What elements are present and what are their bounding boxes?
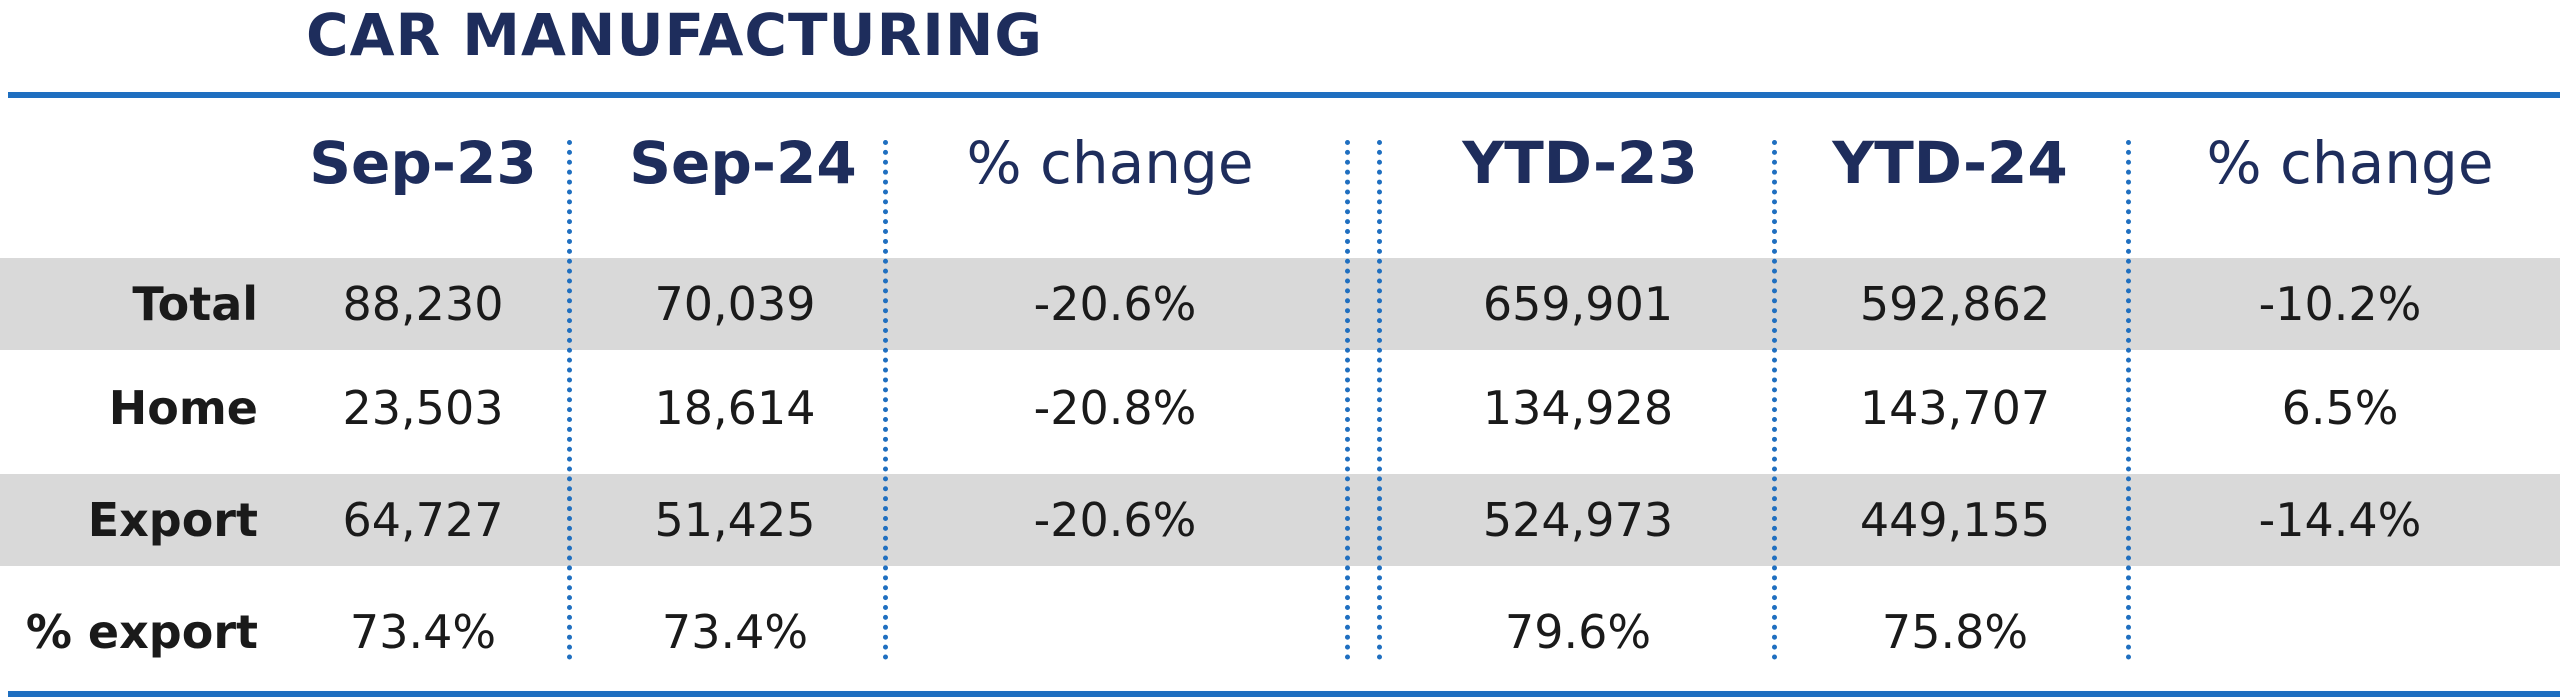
chart-title: CAR MANUFACTURING [306,1,1044,69]
column-separator [2126,140,2131,660]
table-cell: 88,230 [342,277,504,331]
table-cell: -14.4% [2258,493,2422,547]
table-cell: 6.5% [2281,381,2399,435]
table-cell: 524,973 [1482,493,1674,547]
column-header-pct-change-month: % change [966,129,1254,197]
table-cell: -10.2% [2258,277,2422,331]
column-separator [883,140,888,660]
row-label: Total [132,277,258,331]
table-cell: 592,862 [1859,277,2051,331]
table-cell: 23,503 [342,381,504,435]
table-cell: -20.8% [1033,381,1197,435]
row-label: % export [25,605,258,659]
table-cell [965,586,1265,678]
column-separator-double [1345,140,1350,660]
table-cell: 449,155 [1859,493,2051,547]
table-cell: 51,425 [654,493,816,547]
column-header-ytd-23: YTD-23 [1462,129,1698,197]
column-separator [1772,140,1777,660]
table-cell: 75.8% [1881,605,2029,659]
column-header-sep-23: Sep-23 [309,129,537,197]
table-cell: 143,707 [1859,381,2051,435]
column-header-ytd-24: YTD-24 [1832,129,2068,197]
table-cell: 73.4% [349,605,497,659]
table-cell: 134,928 [1482,381,1674,435]
bottom-rule [8,691,2560,697]
column-separator-double [1377,140,1382,660]
column-separator [567,140,572,660]
table-cell: 659,901 [1482,277,1674,331]
table-cell: 64,727 [342,493,504,547]
row-label: Export [87,493,258,547]
column-header-pct-change-ytd: % change [2206,129,2494,197]
table-cell: 18,614 [654,381,816,435]
table-cell [2190,586,2490,678]
top-rule [8,92,2560,98]
table-cell: -20.6% [1033,277,1197,331]
column-header-sep-24: Sep-24 [629,129,857,197]
row-band-export [0,474,2560,566]
row-label: Home [108,381,258,435]
table-cell: 73.4% [661,605,809,659]
table-cell: -20.6% [1033,493,1197,547]
table-cell: 70,039 [654,277,816,331]
table-cell: 79.6% [1504,605,1652,659]
row-band-total [0,258,2560,350]
